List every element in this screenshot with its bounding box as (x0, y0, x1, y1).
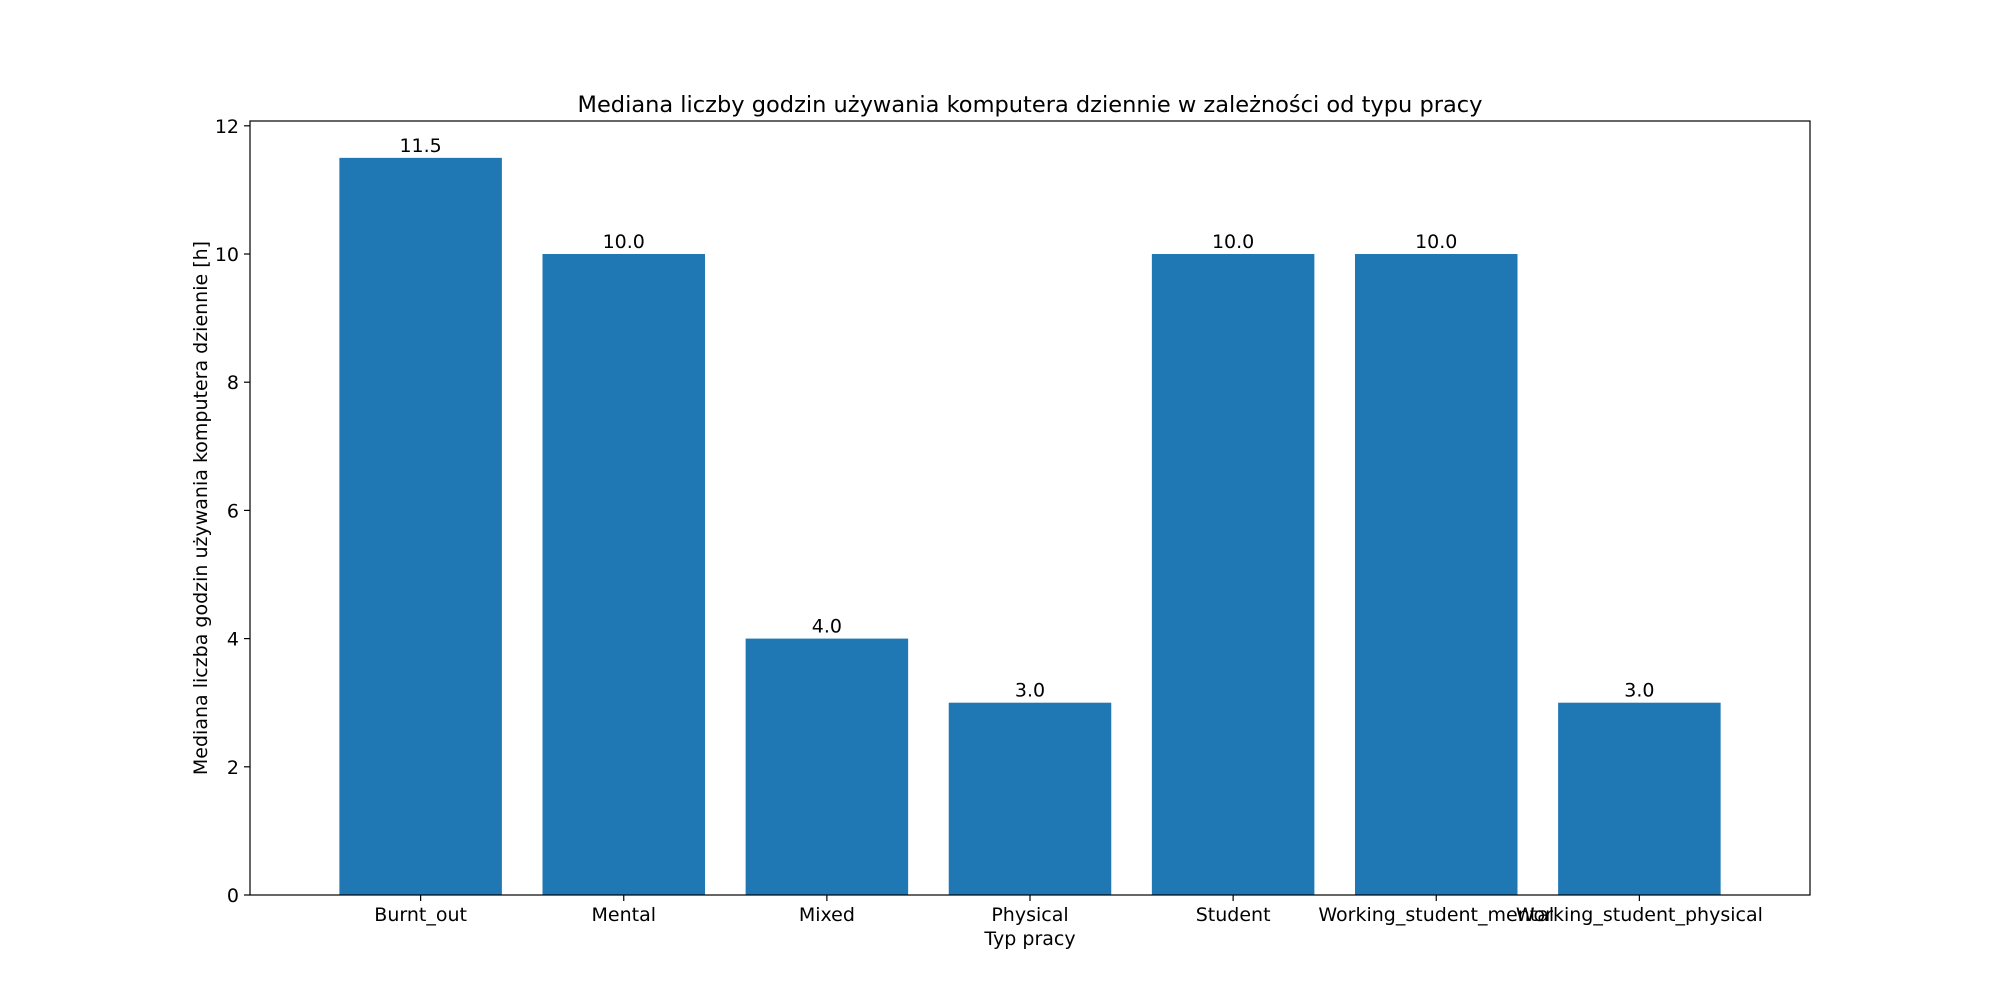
data-label: 11.5 (399, 135, 441, 157)
bar-mental (542, 254, 705, 895)
x-tick-label: Mental (592, 904, 657, 926)
y-tick-label: 6 (227, 500, 239, 522)
bar-student (1151, 254, 1315, 895)
y-axis-label: Mediana liczba godzin używania komputera… (190, 241, 212, 775)
y-tick-label: 4 (227, 629, 239, 651)
bar-mixed (745, 638, 909, 895)
data-label: 10.0 (603, 231, 645, 253)
x-tick-label: Burnt_out (374, 904, 467, 926)
bar-burnt-out (339, 157, 502, 895)
x-tick-label: Student (1196, 904, 1271, 926)
x-tick-label: Working_student_physical (1516, 904, 1763, 926)
x-axis-ticks: Burnt_out Mental Mixed Physical Student Worki… (374, 895, 1763, 926)
plot-frame (249, 120, 1811, 896)
x-tick-label: Physical (991, 904, 1068, 926)
data-label: 4.0 (812, 616, 842, 638)
data-label: 3.0 (1624, 680, 1654, 702)
y-tick-label: 12 (215, 116, 239, 138)
y-tick-label: 8 (227, 372, 239, 394)
bar-physical (948, 702, 1112, 895)
chart-title: Mediana liczby godzin używania komputera… (578, 92, 1483, 118)
bar-working-student-physical (1558, 702, 1721, 895)
x-tick-label: Working_student_mental (1318, 904, 1554, 926)
data-label: 10.0 (1212, 231, 1254, 253)
y-tick-label: 10 (215, 244, 239, 266)
x-tick-label: Mixed (799, 904, 855, 926)
bars-group (339, 157, 1721, 895)
x-axis-label: Typ pracy (983, 928, 1075, 950)
data-label: 10.0 (1415, 231, 1457, 253)
y-tick-label: 0 (227, 885, 239, 907)
y-tick-label: 2 (227, 757, 239, 779)
y-axis-ticks: 0 2 4 6 8 10 12 (215, 116, 250, 907)
bar-working-student-mental (1355, 254, 1518, 895)
data-labels-group: 11.5 10.0 4.0 3.0 10.0 10.0 3.0 (399, 135, 1654, 702)
data-label: 3.0 (1015, 680, 1045, 702)
